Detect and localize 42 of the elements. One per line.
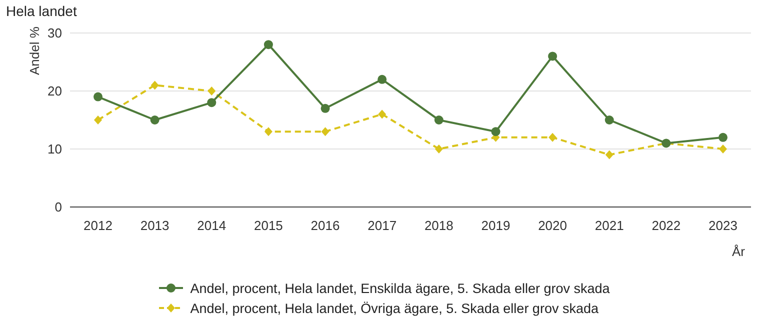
x-tick-label: 2019: [481, 218, 510, 234]
point: [378, 74, 387, 84]
y-tick-label: 20: [48, 84, 62, 99]
point: [264, 127, 272, 136]
point: [94, 116, 102, 124]
point: [604, 116, 614, 124]
x-tick-label: 2020: [538, 218, 568, 234]
point: [264, 40, 273, 50]
point: [548, 132, 557, 142]
x-tick-label: 2021: [594, 218, 624, 234]
point: [320, 104, 330, 113]
x-tick-label: 2016: [310, 218, 340, 234]
x-tick-label: 2017: [368, 218, 397, 234]
point: [605, 150, 614, 160]
y-axis-title: Andel %: [27, 26, 42, 75]
x-tick-label: 2014: [197, 218, 226, 234]
point: [208, 86, 216, 96]
x-tick-label: 2015: [254, 218, 283, 234]
y-tick-label: 30: [48, 26, 62, 41]
point: [491, 127, 500, 136]
legend-label: Andel, procent, Hela landet, Enskilda ägare, 5. Skada eller grov skada: [190, 280, 610, 296]
x-tick-label: 2022: [652, 218, 681, 234]
point: [150, 80, 159, 90]
point: [719, 144, 727, 154]
x-tick-label: 2018: [424, 218, 454, 234]
point: [718, 132, 728, 142]
x-tick-label: 2012: [84, 218, 112, 234]
chart-title: Hela landet: [6, 3, 77, 19]
legend-label: Andel, procent, Hela landet, Övriga ägare, 5. Skada eller grov skada: [190, 300, 598, 316]
x-tick-label: 2023: [708, 218, 738, 234]
point: [378, 110, 386, 119]
point: [321, 127, 330, 136]
y-tick-label: 10: [48, 142, 62, 157]
point: [94, 92, 102, 102]
point: [548, 52, 558, 61]
point: [150, 116, 160, 124]
point: [207, 98, 216, 108]
point: [434, 116, 444, 124]
point: [434, 144, 443, 154]
y-tick-label: 0: [54, 200, 62, 215]
x-axis-title: År: [732, 244, 746, 259]
x-tick-label: 2013: [140, 218, 170, 234]
